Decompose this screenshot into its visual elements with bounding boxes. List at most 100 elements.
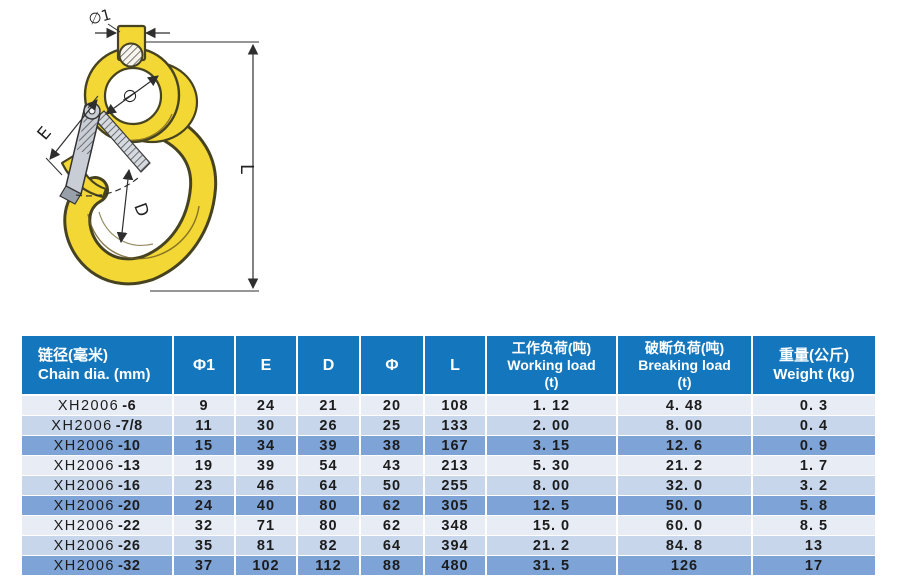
model-base: XH2006 — [53, 497, 115, 514]
header-breaking-load: 破断负荷(吨) Breaking load (t) — [618, 336, 753, 394]
header-e-label: E — [260, 356, 272, 374]
header-chain-dia-en: Chain dia. (mm) — [38, 366, 151, 383]
table-cell: 64 — [298, 476, 361, 495]
table-cell: 1. 7 — [799, 457, 829, 474]
table-cell: 71 — [236, 516, 298, 535]
table-cell: 46 — [236, 476, 298, 495]
table-cell: 102 — [236, 556, 298, 575]
table-cell: 50 — [361, 476, 425, 495]
table-cell: 62 — [361, 516, 425, 535]
model-cell: XH2006 -6 — [22, 396, 174, 415]
dim-d-dashed-arc — [75, 177, 139, 197]
table-row: XH2006 -20 24 40 80 62 305 12. 5 50. 0 5. 8 — [22, 496, 875, 516]
model-suffix: -32 — [117, 557, 141, 574]
model-cell: XH2006 -32 — [22, 556, 174, 575]
model-cell: XH2006 -7/8 — [22, 416, 174, 435]
model-suffix: -20 — [117, 497, 141, 514]
table-row: XH2006 -6 9 24 21 20 108 1. 12 4. 48 0. 3 — [22, 396, 875, 416]
model-base: XH2006 — [53, 537, 115, 554]
model-suffix: -13 — [117, 457, 141, 474]
dim-e-label: E — [34, 123, 56, 144]
header-weight-cn: 重量(公斤) — [779, 347, 849, 364]
table-cell: 0. 3 — [799, 397, 829, 414]
table-cell: 8. 5 — [799, 517, 829, 534]
table-cell: 82 — [298, 536, 361, 555]
table-cell: 3. 15 — [487, 436, 618, 455]
model-base: XH2006 — [53, 437, 115, 454]
table-cell: 26 — [298, 416, 361, 435]
model-base: XH2006 — [53, 477, 115, 494]
header-breaking-load-unit: (t) — [677, 373, 692, 390]
table-cell: 1. 12 — [487, 396, 618, 415]
table-cell: 9 — [174, 396, 236, 415]
header-phi: Φ — [361, 336, 425, 394]
table-body: XH2006 -6 9 24 21 20 108 1. 12 4. 48 0. 3 XH2006 -7… — [22, 396, 875, 576]
table-cell: 37 — [174, 556, 236, 575]
table-cell: 15. 0 — [487, 516, 618, 535]
table-cell: 133 — [425, 416, 487, 435]
table-cell: 5. 8 — [799, 497, 829, 514]
table-cell: 305 — [425, 496, 487, 515]
header-working-load: 工作负荷(吨) Working load (t) — [487, 336, 618, 394]
table-cell: 15 — [174, 436, 236, 455]
table-cell: 80 — [298, 516, 361, 535]
model-suffix: -26 — [117, 537, 141, 554]
table-cell: 255 — [425, 476, 487, 495]
header-working-load-unit: (t) — [544, 373, 559, 390]
table-cell: 0. 4 — [799, 417, 829, 434]
header-weight: 重量(公斤) Weight (kg) — [753, 336, 875, 394]
hook-drawing-svg: ∅1 ∅ E D L — [34, 5, 259, 292]
table-cell: 25 — [361, 416, 425, 435]
table-cell: 5. 30 — [487, 456, 618, 475]
dim-phi1-label: ∅1 — [86, 5, 113, 28]
table-cell: 64 — [361, 536, 425, 555]
table-cell: 21. 2 — [487, 536, 618, 555]
table-cell: 31. 5 — [487, 556, 618, 575]
model-base: XH2006 — [53, 517, 115, 534]
model-suffix: -6 — [122, 397, 137, 414]
header-working-load-cn: 工作负荷(吨) — [511, 339, 592, 356]
model-suffix: -16 — [117, 477, 141, 494]
pin-section-hatch — [119, 43, 143, 67]
dim-d-label: D — [129, 200, 152, 219]
table-cell: 88 — [361, 556, 425, 575]
table-cell: 126 — [618, 556, 753, 575]
table-cell: 13 — [804, 537, 824, 554]
table-row: XH2006 -26 35 81 82 64 394 21. 2 84. 8 13 — [22, 536, 875, 556]
dim-phi1-leader — [107, 23, 121, 33]
table-cell: 50. 0 — [618, 496, 753, 515]
header-breaking-load-en: Breaking load — [638, 356, 731, 373]
model-base: XH2006 — [53, 557, 115, 574]
header-phi-label: Φ — [385, 356, 399, 374]
table-cell: 3. 2 — [799, 477, 829, 494]
table-cell: 12. 6 — [618, 436, 753, 455]
table-cell: 2. 00 — [487, 416, 618, 435]
header-e: E — [236, 336, 298, 394]
model-base: XH2006 — [51, 417, 113, 434]
model-cell: XH2006 -26 — [22, 536, 174, 555]
table-cell: 112 — [298, 556, 361, 575]
table-cell: 34 — [236, 436, 298, 455]
table-cell: 40 — [236, 496, 298, 515]
table-cell: 35 — [174, 536, 236, 555]
header-chain-dia: 链径(毫米) Chain dia. (mm) — [22, 336, 174, 394]
table-cell: 20 — [361, 396, 425, 415]
table-header-row: 链径(毫米) Chain dia. (mm) Φ1 E D Φ L 工作负荷(吨… — [22, 336, 875, 396]
dim-phi-line — [105, 75, 159, 115]
dim-phi-label: ∅ — [120, 85, 140, 109]
table-cell: 8. 00 — [618, 416, 753, 435]
table-cell: 11 — [174, 416, 236, 435]
table-cell: 81 — [236, 536, 298, 555]
table-row: XH2006 -32 37 102 112 88 480 31. 5 126 17 — [22, 556, 875, 576]
header-d: D — [298, 336, 361, 394]
table-cell: 480 — [425, 556, 487, 575]
table-cell: 39 — [298, 436, 361, 455]
table-row: XH2006 -22 32 71 80 62 348 15. 0 60. 0 8. 5 — [22, 516, 875, 536]
latch-foot — [59, 185, 82, 205]
dim-e-line — [49, 99, 98, 160]
bowl-contour-line-2 — [98, 211, 154, 246]
hook-diagram: ∅1 ∅ E D L — [0, 0, 300, 330]
table-row: XH2006 -16 23 46 64 50 255 8. 00 32. 0 3. 2 — [22, 476, 875, 496]
model-suffix: -22 — [117, 517, 141, 534]
table-row: XH2006 -10 15 34 39 38 167 3. 15 12. 6 0. 9 — [22, 436, 875, 456]
